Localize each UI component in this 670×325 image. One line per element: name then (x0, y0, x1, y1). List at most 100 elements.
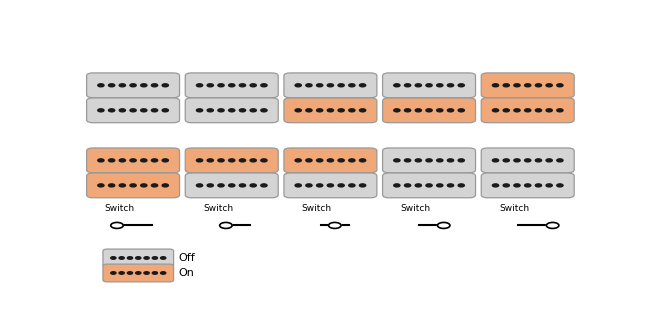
FancyBboxPatch shape (383, 98, 476, 123)
Circle shape (503, 109, 509, 112)
Circle shape (492, 159, 498, 162)
Circle shape (394, 84, 400, 87)
Circle shape (546, 109, 552, 112)
Circle shape (250, 184, 257, 187)
Circle shape (98, 159, 104, 162)
Circle shape (109, 159, 115, 162)
Circle shape (261, 84, 267, 87)
Circle shape (228, 159, 235, 162)
Circle shape (207, 159, 213, 162)
Circle shape (514, 84, 520, 87)
Circle shape (514, 109, 520, 112)
Circle shape (349, 109, 355, 112)
Circle shape (405, 84, 411, 87)
Text: Switch: Switch (105, 204, 135, 213)
Circle shape (448, 184, 454, 187)
Circle shape (492, 184, 498, 187)
Circle shape (405, 109, 411, 112)
FancyBboxPatch shape (186, 98, 278, 123)
FancyBboxPatch shape (86, 148, 180, 173)
FancyBboxPatch shape (186, 173, 278, 198)
Circle shape (109, 109, 115, 112)
Circle shape (426, 184, 432, 187)
Circle shape (546, 159, 552, 162)
Circle shape (207, 84, 213, 87)
Circle shape (535, 109, 541, 112)
Circle shape (295, 159, 302, 162)
Circle shape (239, 109, 246, 112)
Circle shape (196, 159, 202, 162)
Circle shape (119, 257, 124, 259)
FancyBboxPatch shape (86, 73, 180, 98)
Circle shape (111, 222, 123, 228)
Circle shape (557, 159, 563, 162)
Circle shape (162, 184, 168, 187)
Circle shape (218, 159, 224, 162)
Circle shape (394, 159, 400, 162)
Circle shape (415, 109, 421, 112)
Circle shape (239, 184, 246, 187)
Circle shape (448, 84, 454, 87)
Circle shape (327, 109, 334, 112)
Circle shape (557, 184, 563, 187)
Circle shape (111, 257, 116, 259)
Circle shape (162, 84, 168, 87)
Circle shape (130, 159, 136, 162)
Circle shape (503, 184, 509, 187)
Circle shape (152, 257, 157, 259)
Circle shape (360, 184, 366, 187)
Circle shape (127, 272, 133, 274)
Circle shape (458, 109, 464, 112)
Circle shape (111, 272, 116, 274)
Text: Switch: Switch (203, 204, 233, 213)
Circle shape (228, 109, 235, 112)
Circle shape (535, 84, 541, 87)
Circle shape (405, 159, 411, 162)
Circle shape (338, 109, 344, 112)
Circle shape (295, 109, 302, 112)
FancyBboxPatch shape (383, 148, 476, 173)
Circle shape (492, 109, 498, 112)
Circle shape (151, 184, 157, 187)
Circle shape (207, 109, 213, 112)
Circle shape (316, 109, 323, 112)
FancyBboxPatch shape (86, 98, 180, 123)
Circle shape (162, 159, 168, 162)
Circle shape (250, 109, 257, 112)
Circle shape (547, 222, 559, 228)
Circle shape (135, 257, 141, 259)
Circle shape (218, 84, 224, 87)
Circle shape (306, 84, 312, 87)
Circle shape (141, 184, 147, 187)
FancyBboxPatch shape (284, 173, 377, 198)
Circle shape (525, 159, 531, 162)
Circle shape (503, 84, 509, 87)
Circle shape (141, 109, 147, 112)
Circle shape (405, 184, 411, 187)
Circle shape (239, 84, 246, 87)
Circle shape (151, 84, 157, 87)
Circle shape (492, 84, 498, 87)
Circle shape (394, 184, 400, 187)
FancyBboxPatch shape (186, 148, 278, 173)
FancyBboxPatch shape (383, 73, 476, 98)
Circle shape (98, 109, 104, 112)
Circle shape (196, 109, 202, 112)
Circle shape (119, 272, 124, 274)
Circle shape (141, 159, 147, 162)
Circle shape (437, 159, 443, 162)
Text: Switch: Switch (499, 204, 529, 213)
Circle shape (525, 184, 531, 187)
Circle shape (218, 109, 224, 112)
Circle shape (349, 159, 355, 162)
Circle shape (349, 184, 355, 187)
Circle shape (119, 109, 125, 112)
Circle shape (546, 184, 552, 187)
Circle shape (261, 159, 267, 162)
Circle shape (415, 184, 421, 187)
Circle shape (448, 109, 454, 112)
Circle shape (360, 84, 366, 87)
Circle shape (437, 109, 443, 112)
Circle shape (535, 159, 541, 162)
FancyBboxPatch shape (284, 73, 377, 98)
